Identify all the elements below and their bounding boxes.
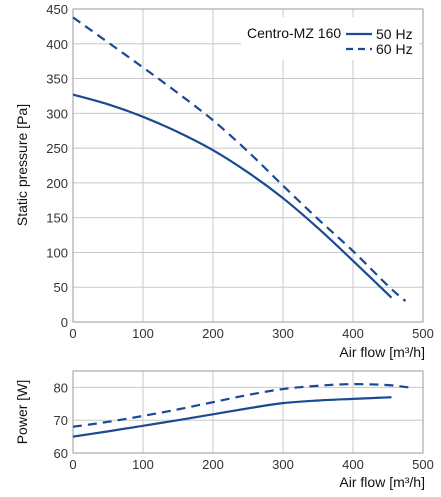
pressure-series-50-hz-line — [72, 93, 393, 299]
pressure-y-tick-label: 400 — [46, 37, 68, 52]
power-x-axis-label: Air flow [m³/h] — [339, 474, 425, 490]
pressure-y-tick-label: 0 — [61, 315, 68, 330]
pressure-y-tick-label: 150 — [46, 211, 68, 226]
power-x-tick-label: 300 — [272, 457, 294, 472]
power-y-tick-label: 60 — [54, 446, 68, 461]
legend-background — [241, 17, 419, 60]
pressure-x-axis-label: Air flow [m³/h] — [339, 344, 425, 360]
legend-entry-label: 50 Hz — [376, 26, 413, 42]
pressure-frame — [72, 8, 424, 323]
pressure-x-tick-label: 500 — [412, 326, 434, 341]
power-x-tick-label: 0 — [69, 457, 76, 472]
power-series-50-hz-line — [72, 396, 392, 438]
pressure-plot: 0 50 100 150 200 250 300 350 400 450 0 100 200 300 400… — [14, 2, 434, 360]
pressure-y-tick-label: 250 — [46, 141, 68, 156]
legend-entry-label: 60 Hz — [376, 41, 413, 57]
pressure-x-tick-label: 100 — [132, 326, 154, 341]
pressure-y-tick-label: 50 — [54, 280, 68, 295]
pressure-y-axis-label: Static pressure [Pa] — [14, 104, 30, 226]
power-plot: 60 70 80 0 100 200 300 400 500 Air flow [m³/h] Pow… — [14, 370, 434, 490]
pressure-x-tick-label: 300 — [272, 326, 294, 341]
legend-title: Centro-MZ 160 — [247, 25, 341, 41]
pressure-series-60-hz-line — [72, 16, 407, 302]
pressure-x-tick-label: 400 — [342, 326, 364, 341]
power-x-tick-label: 400 — [342, 457, 364, 472]
power-x-tick-label: 500 — [412, 457, 434, 472]
pressure-y-tick-label: 300 — [46, 106, 68, 121]
pressure-x-tick-label: 0 — [69, 326, 76, 341]
power-x-tick-label: 100 — [132, 457, 154, 472]
power-series-60-hz-line — [72, 383, 410, 428]
pressure-y-tick-label: 100 — [46, 245, 68, 260]
pressure-y-tick-label: 200 — [46, 176, 68, 191]
pressure-y-tick-label: 350 — [46, 72, 68, 87]
power-frame — [72, 370, 424, 454]
pressure-x-tick-label: 200 — [202, 326, 224, 341]
power-x-tick-label: 200 — [202, 457, 224, 472]
pressure-y-tick-label: 450 — [46, 2, 68, 17]
power-y-axis-label: Power [W] — [14, 380, 30, 445]
power-y-tick-label: 70 — [54, 413, 68, 428]
power-y-tick-label: 80 — [54, 380, 68, 395]
